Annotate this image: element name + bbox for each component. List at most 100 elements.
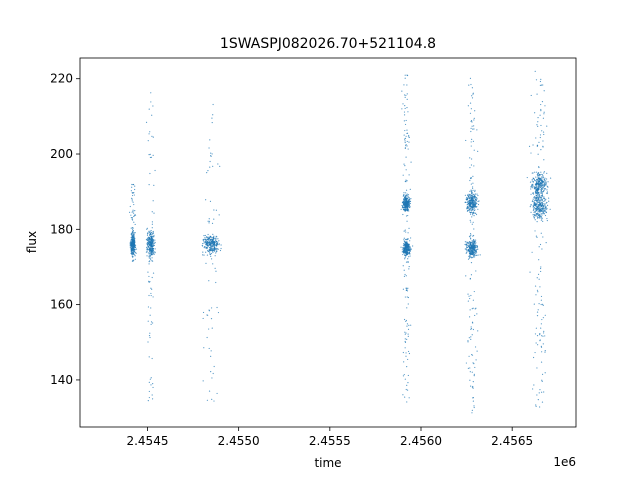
data-point [547,186,549,188]
data-point [470,338,472,340]
data-point [465,275,467,277]
x-axis-label: time [314,456,341,470]
data-point [209,253,211,255]
data-point [470,385,472,387]
data-point [474,245,476,248]
data-point [133,251,135,253]
data-point [132,252,134,254]
data-point [544,351,546,353]
data-point [212,242,214,244]
data-point [400,208,402,210]
data-point [475,242,477,244]
data-point [133,242,135,244]
data-point [404,147,406,149]
data-point [405,198,407,200]
data-point [206,254,209,256]
data-point [471,190,473,192]
data-point [539,334,541,336]
data-point [209,253,212,256]
data-point [403,84,405,86]
data-point [472,209,474,211]
data-point [468,193,470,195]
data-point [154,241,156,244]
data-point [213,247,216,249]
data-point [539,205,541,207]
data-point [544,200,546,202]
data-point [474,209,476,211]
data-point [472,195,475,198]
data-point [202,239,204,241]
data-point [146,234,149,236]
data-point [537,116,539,119]
data-point [475,213,478,216]
data-point [473,125,475,127]
data-point [536,216,539,218]
data-point [406,193,408,195]
data-point [540,78,542,80]
data-point [150,292,152,295]
data-point [210,152,212,154]
data-point [217,248,219,250]
data-point [403,194,405,196]
data-point [472,256,475,258]
data-point [408,227,410,229]
data-point [203,247,205,249]
data-point [149,233,151,236]
data-point [536,93,538,95]
data-point [133,203,135,206]
data-point [208,222,210,224]
data-point [542,186,544,188]
data-point [406,323,409,325]
data-point [208,147,210,149]
data-point [151,260,153,262]
data-point [537,181,539,183]
data-point [477,200,479,203]
data-point [151,288,153,290]
data-point [544,335,546,337]
data-point [153,212,155,214]
data-point [532,214,534,216]
data-point [469,179,471,182]
data-point [210,371,212,373]
data-point [403,114,406,116]
data-point [404,333,406,335]
data-point [405,320,407,322]
data-point [530,204,532,206]
data-point [212,245,214,247]
data-point [539,203,541,205]
data-point [465,248,467,250]
data-point [472,328,474,331]
data-point [474,366,476,369]
data-point [470,336,472,338]
data-point [150,323,152,325]
data-point [534,112,536,114]
data-point [408,397,410,399]
data-point [540,183,542,185]
data-point [541,303,544,305]
data-point [536,315,539,317]
data-point [475,205,477,208]
data-point [469,367,471,369]
data-point [470,274,473,276]
data-point [536,277,538,279]
data-point [473,215,475,217]
data-point [209,139,211,141]
data-point [535,214,537,216]
data-point [211,239,213,241]
data-point [471,250,473,252]
data-point [152,296,154,298]
data-point [471,212,474,214]
data-point [149,252,151,254]
data-point [133,233,135,235]
data-point [544,207,546,209]
data-point [402,103,404,105]
data-point [540,346,543,348]
data-point [409,240,411,242]
data-point [541,101,544,103]
data-point [404,77,406,79]
data-point [542,236,544,238]
data-point [469,256,471,258]
data-point [403,134,405,136]
data-point [149,336,151,339]
data-point [472,245,474,248]
